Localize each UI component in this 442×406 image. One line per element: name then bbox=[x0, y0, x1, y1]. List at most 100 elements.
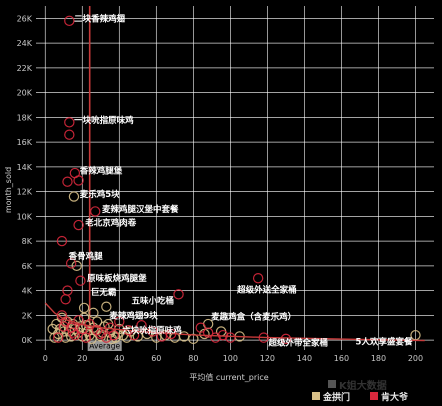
legend-swatch bbox=[370, 392, 378, 400]
x-tick-label: 20 bbox=[77, 354, 87, 363]
kendaye-point bbox=[136, 320, 147, 331]
y-tick-label: 20K bbox=[17, 89, 33, 98]
watermark-text: K姐大数据 bbox=[339, 379, 387, 392]
trend-curve bbox=[44, 302, 425, 342]
x-tick-label: 100 bbox=[223, 354, 238, 363]
kendaye-point bbox=[69, 329, 81, 341]
x-tick-label: 160 bbox=[334, 354, 349, 363]
gridlines bbox=[36, 6, 434, 350]
legend-swatch bbox=[312, 392, 320, 400]
jinhumen-point bbox=[88, 307, 99, 319]
y-tick-label: 10K bbox=[17, 212, 33, 221]
kendaye-point bbox=[173, 289, 184, 300]
kendaye-point bbox=[280, 333, 292, 345]
kendaye-point bbox=[95, 328, 106, 340]
kendaye-point bbox=[67, 327, 79, 338]
y-tick-label: 4K bbox=[22, 287, 33, 296]
y-tick-label: 26K bbox=[17, 14, 33, 23]
kendaye-point bbox=[62, 176, 73, 187]
kendaye-point bbox=[80, 332, 92, 343]
axis-ticks: 0 20 40 60 80 100 120 140 160 180 200 0K 2K 4K 6K 8K 10K… bbox=[17, 14, 424, 363]
kendaye-point bbox=[156, 331, 168, 342]
y-axis-label: month_sold bbox=[4, 167, 13, 213]
jinhumen-point bbox=[101, 301, 112, 312]
jinhumen-point bbox=[78, 312, 90, 324]
average-label-box bbox=[87, 341, 122, 351]
legend-label: 金拱门 bbox=[322, 391, 350, 403]
point-label: 二块香辣鸡翅 bbox=[74, 13, 126, 24]
x-tick-label: 80 bbox=[188, 354, 198, 363]
kendaye-point bbox=[252, 273, 264, 284]
kendaye-point bbox=[90, 206, 101, 217]
point-annotations: 二块香辣鸡翅一块吮指原味鸡香辣鸡腿堡麦乐鸡5块麦辣鸡腿汉堡中套餐老北京鸡肉卷香骨… bbox=[68, 13, 413, 348]
kendaye-point bbox=[58, 321, 69, 332]
jinhumen-point bbox=[71, 260, 82, 272]
point-label: 麦趣鸡盒（含麦乐鸡） bbox=[211, 312, 296, 323]
y-tick-label: 24K bbox=[17, 39, 33, 48]
y-tick-label: 16K bbox=[17, 138, 33, 147]
point-label: 香辣鸡腿堡 bbox=[79, 166, 123, 177]
kendaye-point bbox=[64, 15, 75, 27]
kendaye-point bbox=[202, 327, 214, 338]
y-tick-label: 22K bbox=[17, 64, 33, 73]
kendaye-point bbox=[64, 129, 75, 140]
point-label: 五味小吃桶 bbox=[132, 296, 175, 307]
kendaye-point bbox=[91, 325, 103, 336]
kendaye-point bbox=[101, 332, 112, 343]
point-label: 六块吮指原味鸡 bbox=[122, 325, 182, 336]
x-tick-label: 120 bbox=[260, 354, 275, 363]
kendaye-point bbox=[195, 322, 206, 333]
point-label: 巨无霸 bbox=[91, 287, 117, 298]
kendaye-point bbox=[114, 316, 125, 327]
legend: 金拱门 肯大爷 bbox=[312, 391, 409, 403]
x-tick-label: 60 bbox=[151, 354, 161, 363]
kendaye-point bbox=[108, 329, 119, 341]
kendaye-point bbox=[225, 332, 236, 343]
point-label: 5人欢享盛宴餐 bbox=[356, 336, 413, 347]
kendaye-point bbox=[65, 258, 77, 269]
kendaye-point bbox=[53, 332, 64, 343]
x-tick-label: 40 bbox=[114, 354, 124, 363]
point-label: 一块吮指原味鸡 bbox=[74, 115, 134, 126]
legend-label: 肯大爷 bbox=[381, 391, 409, 403]
point-label: 香骨鸡腿 bbox=[68, 251, 104, 262]
point-label: 老北京鸡肉卷 bbox=[84, 218, 137, 229]
x-tick-label: 140 bbox=[297, 354, 312, 363]
jinhumen-point bbox=[121, 332, 132, 343]
jinhumen-point bbox=[78, 302, 90, 314]
y-tick-label: 2K bbox=[22, 311, 33, 320]
watermark-logo-icon bbox=[328, 380, 336, 388]
jinhumen-point bbox=[60, 332, 71, 343]
x-tick-label: 180 bbox=[371, 354, 386, 363]
average-reference-line: Average bbox=[87, 6, 122, 351]
kendaye-point bbox=[75, 275, 86, 286]
kendaye-point bbox=[60, 294, 71, 305]
point-label: 超级外送全家桶 bbox=[236, 284, 297, 295]
jinhumen-point bbox=[178, 331, 190, 342]
y-tick-label: 12K bbox=[17, 188, 33, 197]
x-tick-label: 200 bbox=[408, 354, 423, 363]
point-label: 麦乐鸡5块 bbox=[80, 189, 120, 200]
kendaye-point bbox=[73, 315, 84, 326]
point-label: 超级外带全家桶 bbox=[268, 338, 329, 349]
kendaye-point bbox=[73, 175, 84, 186]
kendaye-point bbox=[84, 318, 95, 330]
point-label: 麦辣鸡腿汉堡中套餐 bbox=[102, 204, 179, 215]
kendaye-point bbox=[64, 117, 75, 128]
y-tick-label: 6K bbox=[22, 262, 33, 271]
y-tick-label: 8K bbox=[22, 237, 33, 246]
point-label: 麦辣鸡翅9块 bbox=[109, 310, 158, 321]
average-label: Average bbox=[89, 342, 120, 351]
kendaye-point bbox=[56, 235, 68, 247]
y-tick-label: 14K bbox=[17, 163, 33, 172]
jinhumen-point bbox=[47, 323, 58, 335]
x-axis-label: 平均值 current_price bbox=[189, 372, 268, 382]
trend-line bbox=[44, 302, 425, 342]
point-label: 原味板烧鸡腿堡 bbox=[87, 273, 147, 284]
kendaye-point bbox=[73, 219, 84, 231]
y-tick-label: 0K bbox=[22, 336, 33, 345]
data-points bbox=[47, 15, 421, 345]
y-tick-label: 18K bbox=[17, 113, 33, 122]
kendaye-point bbox=[210, 332, 221, 343]
